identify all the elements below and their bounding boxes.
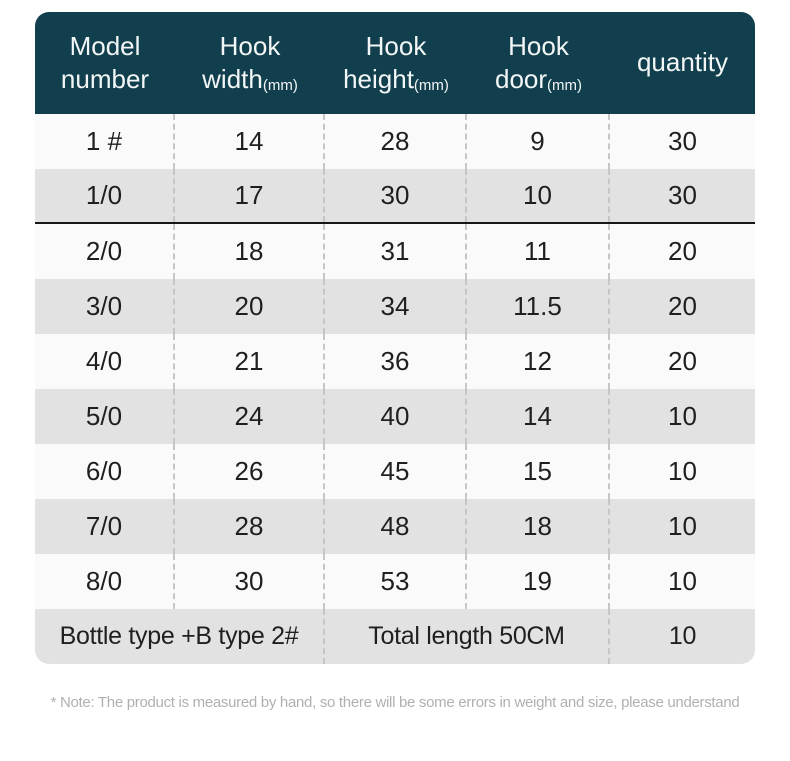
cell-footer-quantity: 10 <box>668 622 697 650</box>
header-label-word: height <box>343 64 414 94</box>
header-unit-label: (mm) <box>547 77 583 94</box>
table-row: 5/0 24 40 14 10 <box>35 389 755 444</box>
cell-height: 28 <box>325 114 467 169</box>
cell-door: 19 <box>467 554 610 609</box>
header-label-line: Hook <box>508 30 569 61</box>
table-row: 8/0 30 53 19 10 <box>35 554 755 609</box>
cell-door: 18 <box>467 499 610 554</box>
cell-width: 21 <box>175 334 325 389</box>
table-row: 4/0 21 36 12 20 <box>35 334 755 389</box>
col-header-quantity: quantity <box>610 12 755 114</box>
cell-model: 1/0 <box>35 169 175 222</box>
col-header-hook-height: Hook height(mm) <box>325 12 467 114</box>
col-header-hook-door: Hook door(mm) <box>467 12 610 114</box>
cell-model: 3/0 <box>35 279 175 334</box>
header-unit-label: (mm) <box>413 77 449 94</box>
header-label-line: quantity <box>636 47 729 78</box>
cell-quantity: 10 <box>668 401 697 431</box>
cell-model: 1 # <box>35 114 175 169</box>
cell-quantity: 20 <box>668 236 697 266</box>
header-label-line: Hook <box>219 30 281 61</box>
cell-quantity: 20 <box>668 346 697 376</box>
header-unit-label: (mm) <box>262 77 298 94</box>
cell-door: 14 <box>467 389 610 444</box>
cell-quantity: 20 <box>668 291 697 321</box>
cell-door: 12 <box>467 334 610 389</box>
cell-door: 9 <box>467 114 610 169</box>
header-label-line: Model <box>69 30 141 61</box>
table-row: 1 #14 28 9 30 <box>35 114 755 169</box>
cell-model: 5/0 <box>35 389 175 444</box>
table-row: 6/0 26 45 15 10 <box>35 444 755 499</box>
cell-model: 8/0 <box>35 554 175 609</box>
cell-width: 26 <box>175 444 325 499</box>
table-row: 1/0 17 30 10 30 <box>35 169 755 224</box>
header-label-line: width(mm) <box>202 63 298 96</box>
col-header-hook-width: Hook width(mm) <box>175 12 325 114</box>
cell-height: 45 <box>325 444 467 499</box>
cell-quantity: 10 <box>668 511 697 541</box>
cell-model: 6/0 <box>35 444 175 499</box>
cell-bottle-type: Bottle type +B type 2# <box>35 609 325 664</box>
table-row: 3/0 20 34 11.5 20 <box>35 279 755 334</box>
cell-width: 20 <box>175 279 325 334</box>
cell-height: 40 <box>325 389 467 444</box>
cell-door: 11 <box>467 224 610 279</box>
cell-total-length: Total length 50CM <box>325 609 610 664</box>
header-label-line: number <box>60 64 150 94</box>
cell-height: 30 <box>325 169 467 222</box>
table-footer-row: Bottle type +B type 2# Total length 50CM… <box>35 609 755 664</box>
header-label-word: door <box>494 64 548 94</box>
spec-table: Model number Hook width(mm) Hook height(… <box>35 12 755 664</box>
header-label-line: height(mm) <box>343 63 449 96</box>
cell-quantity: 30 <box>668 180 697 210</box>
cell-quantity: 30 <box>668 126 697 156</box>
cell-door: 15 <box>467 444 610 499</box>
cell-quantity: 10 <box>668 566 697 596</box>
table-header: Model number Hook width(mm) Hook height(… <box>35 12 755 114</box>
note-text: * Note: The product is measured by hand,… <box>50 694 740 711</box>
cell-width: 30 <box>175 554 325 609</box>
col-header-model-number: Model number <box>35 12 175 114</box>
header-label-line: door(mm) <box>495 63 582 96</box>
cell-width: 24 <box>175 389 325 444</box>
cell-height: 31 <box>325 224 467 279</box>
table-row: 2/0 18 31 11 20 <box>35 224 755 279</box>
cell-quantity: 10 <box>668 456 697 486</box>
cell-door: 10 <box>467 169 610 222</box>
header-label-word: width <box>202 64 263 94</box>
header-label-line: Hook <box>365 30 427 61</box>
cell-width: 17 <box>175 169 325 222</box>
cell-height: 36 <box>325 334 467 389</box>
cell-height: 53 <box>325 554 467 609</box>
cell-width: 28 <box>175 499 325 554</box>
cell-width: 18 <box>175 224 325 279</box>
table-body: 1 #14 28 9 30 1/0 17 30 10 30 2/0 18 31 11 20 3/0 20 34 1… <box>35 114 755 609</box>
cell-height: 34 <box>325 279 467 334</box>
cell-width: 14 <box>175 114 325 169</box>
cell-height: 48 <box>325 499 467 554</box>
cell-model: 4/0 <box>35 334 175 389</box>
table-row: 7/0 28 48 18 10 <box>35 499 755 554</box>
cell-model: 7/0 <box>35 499 175 554</box>
cell-model: 2/0 <box>35 224 175 279</box>
cell-door: 11.5 <box>467 279 610 334</box>
